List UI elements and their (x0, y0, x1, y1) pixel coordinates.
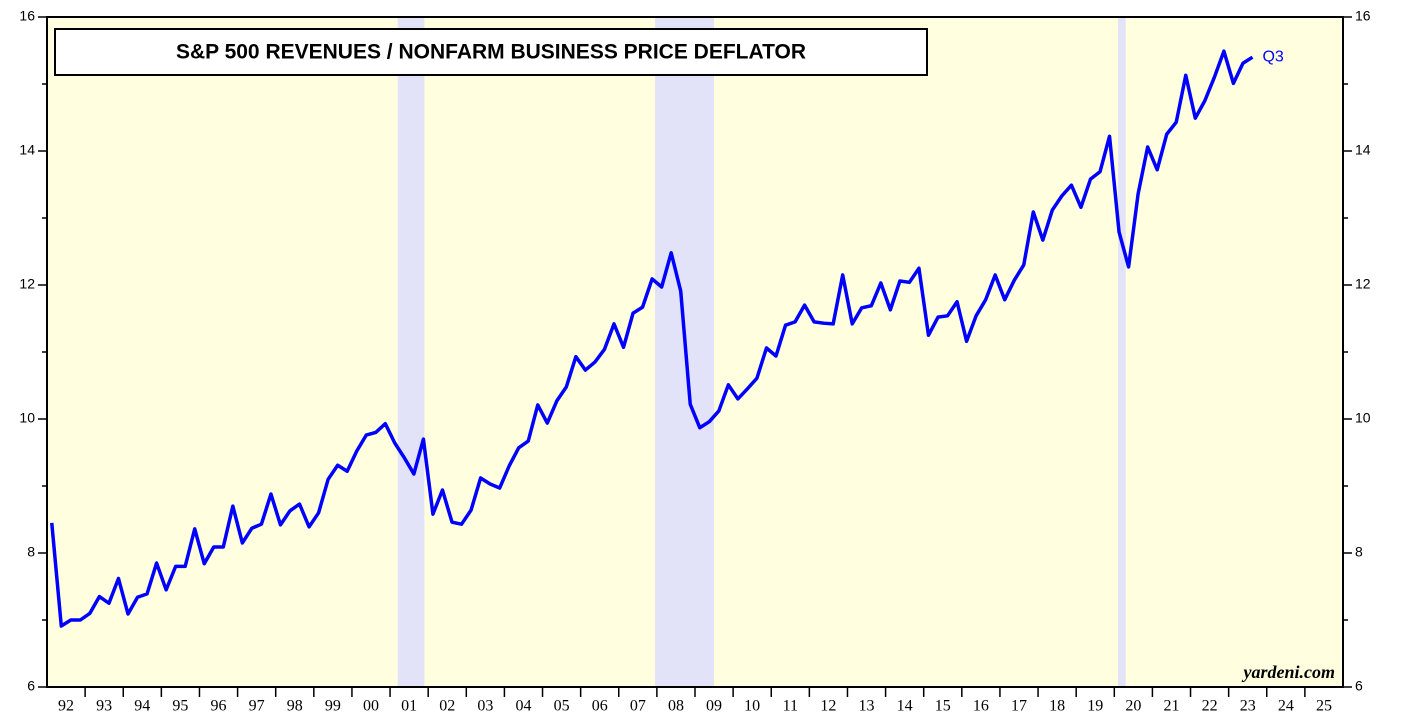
x-tick-label: 22 (1202, 698, 1218, 715)
source-label: yardeni.com (1242, 662, 1336, 682)
data-line (50, 49, 1254, 628)
x-tick-label: 20 (1125, 698, 1141, 715)
y-tick-label: 10 (19, 410, 35, 426)
y-tick-label: 14 (19, 142, 35, 158)
plot-background-group (47, 17, 1343, 687)
y2-tick-label: 14 (1355, 142, 1371, 158)
marks-group: Q3 (50, 48, 1284, 628)
x-tick-label: 15 (935, 698, 951, 715)
title-box (54, 28, 928, 76)
x-tick-label: 01 (401, 698, 417, 715)
x-tick-label: 07 (630, 698, 646, 715)
recession-band (397, 17, 425, 687)
x-tick-label: 97 (249, 698, 265, 715)
x-tick-label: 19 (1087, 698, 1103, 715)
x-tick-label: 98 (287, 698, 303, 715)
x-tick-label: 03 (477, 698, 493, 715)
x-tick-label: 16 (973, 698, 989, 715)
x-tick-label: 13 (859, 698, 875, 715)
y2-tick-label: 12 (1355, 276, 1371, 292)
y2-tick-label: 16 (1355, 8, 1371, 24)
x-tick-label: 12 (820, 698, 836, 715)
x-tick-label: 96 (211, 698, 227, 715)
x-tick-label: 23 (1240, 698, 1256, 715)
x-tick-label: 92 (58, 698, 74, 715)
x-tick-label: 24 (1278, 698, 1294, 715)
x-tick-label: 14 (897, 698, 913, 715)
x-tick-label: 00 (363, 698, 379, 715)
chart-title: S&P 500 REVENUES / NONFARM BUSINESS PRIC… (176, 41, 806, 64)
x-tick-label: 06 (592, 698, 608, 715)
last-point-annotation: Q3 (1262, 48, 1283, 65)
x-tick-label: 04 (515, 698, 531, 715)
x-tick-label: 10 (744, 698, 760, 715)
x-tick-label: 18 (1049, 698, 1065, 715)
x-tick-label: 11 (783, 698, 798, 715)
x-tick-label: 02 (439, 698, 455, 715)
y2-tick-label: 8 (1355, 544, 1363, 560)
x-tick-label: 95 (172, 698, 188, 715)
y-tick-label: 16 (19, 8, 35, 24)
x-tick-label: 21 (1163, 698, 1179, 715)
axes-group: 6 6 8 8 10 10 12 12 14 14 16 16 92 93 94 95 96 97 98 99 00 01… (19, 8, 1370, 715)
x-tick-label: 08 (668, 698, 684, 715)
x-tick-label: 93 (96, 698, 112, 715)
x-tick-label: 99 (325, 698, 341, 715)
y-tick-label: 8 (27, 544, 35, 560)
x-tick-label: 17 (1011, 698, 1027, 715)
y-tick-label: 6 (27, 678, 35, 694)
x-tick-label: 05 (554, 698, 570, 715)
y2-tick-label: 10 (1355, 410, 1371, 426)
x-tick-label: 25 (1316, 698, 1332, 715)
y2-tick-label: 6 (1355, 678, 1363, 694)
x-tick-label: 94 (134, 698, 150, 715)
x-tick-label: 09 (706, 698, 722, 715)
y-tick-label: 12 (19, 276, 35, 292)
recession-band (1118, 17, 1126, 687)
